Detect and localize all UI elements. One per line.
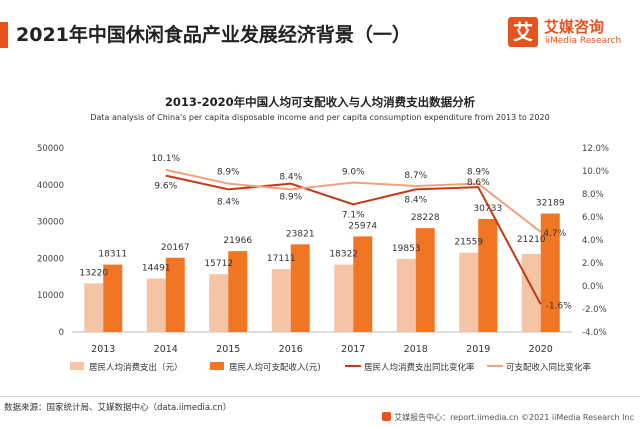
chart-subtitle: Data analysis of China's per capita disp… xyxy=(90,113,550,122)
legend-label: 居民人均消费支出同比变化率 xyxy=(364,362,475,373)
consumption-bar xyxy=(271,269,291,332)
x-tick-label: 2013 xyxy=(91,344,115,355)
income-value-label: 25974 xyxy=(348,221,377,231)
consumption-value-label: 21559 xyxy=(454,238,483,248)
consumption-value-label: 21210 xyxy=(517,235,546,245)
income-value-label: 28228 xyxy=(411,213,440,223)
income-rate-label: 8.7% xyxy=(404,171,427,181)
income-value-label: 18311 xyxy=(98,250,127,260)
income-rate-label: 8.4% xyxy=(279,172,302,182)
legend-label: 居民人均可支配收入(元) xyxy=(229,362,321,373)
income-value-label: 21966 xyxy=(223,236,252,246)
income-rate-line xyxy=(165,168,542,233)
x-tick-label: 2020 xyxy=(529,344,553,355)
consumption-rate-label: 7.1% xyxy=(342,210,365,220)
income-value-label: 20167 xyxy=(161,243,190,253)
brand-logo: 艾 艾媒咨询 iiMedia Research xyxy=(508,15,636,51)
y-right-tick-label: -4.0% xyxy=(582,328,607,338)
brand-mini-icon xyxy=(382,412,392,421)
consumption-bar xyxy=(521,253,541,332)
x-tick-label: 2016 xyxy=(279,344,303,355)
y-left-tick-label: 50000 xyxy=(37,144,64,154)
consumption-rate-label: 8.9% xyxy=(279,193,302,203)
income-bar xyxy=(103,264,123,332)
footer-copyright: 艾媒报告中心：report.iimedia.cn ©2021 iiMedia R… xyxy=(382,412,634,423)
income-value-label: 30733 xyxy=(473,204,502,214)
y-right-tick-label: 12.0% xyxy=(582,144,609,154)
y-right-tick-label: 2.0% xyxy=(582,259,604,269)
consumption-rate-label: 8.6% xyxy=(467,178,490,188)
chart-title: 2013-2020年中国人均可支配收入与人均消费支出数据分析 xyxy=(164,95,476,109)
income-bar xyxy=(228,251,248,332)
data-source: 数据来源：国家统计局、艾媒数据中心（data.iimedia.cn） xyxy=(4,403,232,413)
income-rate-label: 9.0% xyxy=(342,168,365,178)
y-left-tick-label: 40000 xyxy=(37,181,64,191)
y-left-tick-label: 20000 xyxy=(37,254,64,264)
consumption-bar xyxy=(396,258,416,332)
income-rate-label: 8.9% xyxy=(467,168,490,178)
consumption-value-label: 17111 xyxy=(267,254,296,264)
consumption-rate-label: -1.6% xyxy=(546,301,573,311)
x-tick-label: 2019 xyxy=(466,344,490,355)
income-value-label: 23821 xyxy=(286,229,315,239)
footer-divider xyxy=(0,396,640,397)
footer-copyright-text: 艾媒报告中心：report.iimedia.cn ©2021 iiMedia R… xyxy=(394,413,634,422)
y-right-tick-label: -2.0% xyxy=(582,305,607,315)
y-right-tick-label: 8.0% xyxy=(582,190,604,200)
x-tick-label: 2015 xyxy=(216,344,240,355)
consumption-bar xyxy=(334,264,354,332)
consumption-value-label: 13220 xyxy=(79,268,108,278)
income-value-label: 32189 xyxy=(536,199,565,209)
y-right-tick-label: 0.0% xyxy=(582,282,604,292)
income-bar xyxy=(478,218,498,332)
logo-icon: 艾 xyxy=(508,17,538,47)
income-bar xyxy=(415,228,435,332)
consumption-rate-label: 8.4% xyxy=(404,195,427,205)
logo-name-cn: 艾媒咨询 xyxy=(544,18,605,36)
y-right-tick-label: 6.0% xyxy=(582,213,604,223)
x-tick-label: 2018 xyxy=(404,344,428,355)
page-title: 2021年中国休闲食品产业发展经济背景（一） xyxy=(16,24,411,46)
consumption-rate-label: 9.6% xyxy=(154,182,177,192)
consumption-rate-label: 8.4% xyxy=(217,197,240,207)
income-rate-label: 4.7% xyxy=(543,229,566,239)
consumption-value-label: 18322 xyxy=(329,250,358,260)
income-bar xyxy=(165,257,185,332)
legend-label: 居民人均消费支出（元） xyxy=(89,362,183,373)
consumption-value-label: 19853 xyxy=(392,244,421,254)
title-accent-bar xyxy=(0,22,8,48)
income-bar xyxy=(353,236,373,332)
logo-name-en: iiMedia Research xyxy=(545,36,622,46)
consumption-value-label: 14491 xyxy=(142,264,171,274)
income-rate-label: 8.9% xyxy=(217,168,240,178)
y-right-tick-label: 4.0% xyxy=(582,236,604,246)
consumption-bar xyxy=(84,283,104,332)
income-bar xyxy=(540,213,560,332)
y-left-tick-label: 10000 xyxy=(37,291,64,301)
income-rate-label: 10.1% xyxy=(151,154,180,164)
x-tick-label: 2014 xyxy=(154,344,178,355)
consumption-rate-line xyxy=(165,174,542,305)
consumption-bar xyxy=(459,252,479,332)
x-tick-label: 2017 xyxy=(341,344,365,355)
income-bar xyxy=(290,244,310,332)
legend-label: 可支配收入同比变化率 xyxy=(506,362,592,373)
y-right-tick-label: 10.0% xyxy=(582,167,609,177)
legend-swatch xyxy=(70,362,84,370)
legend-swatch xyxy=(210,362,224,370)
consumption-bar xyxy=(209,274,229,332)
y-left-tick-label: 30000 xyxy=(37,218,64,228)
consumption-value-label: 15712 xyxy=(204,259,233,269)
y-left-tick-label: 0 xyxy=(59,328,64,338)
consumption-bar xyxy=(146,278,166,332)
